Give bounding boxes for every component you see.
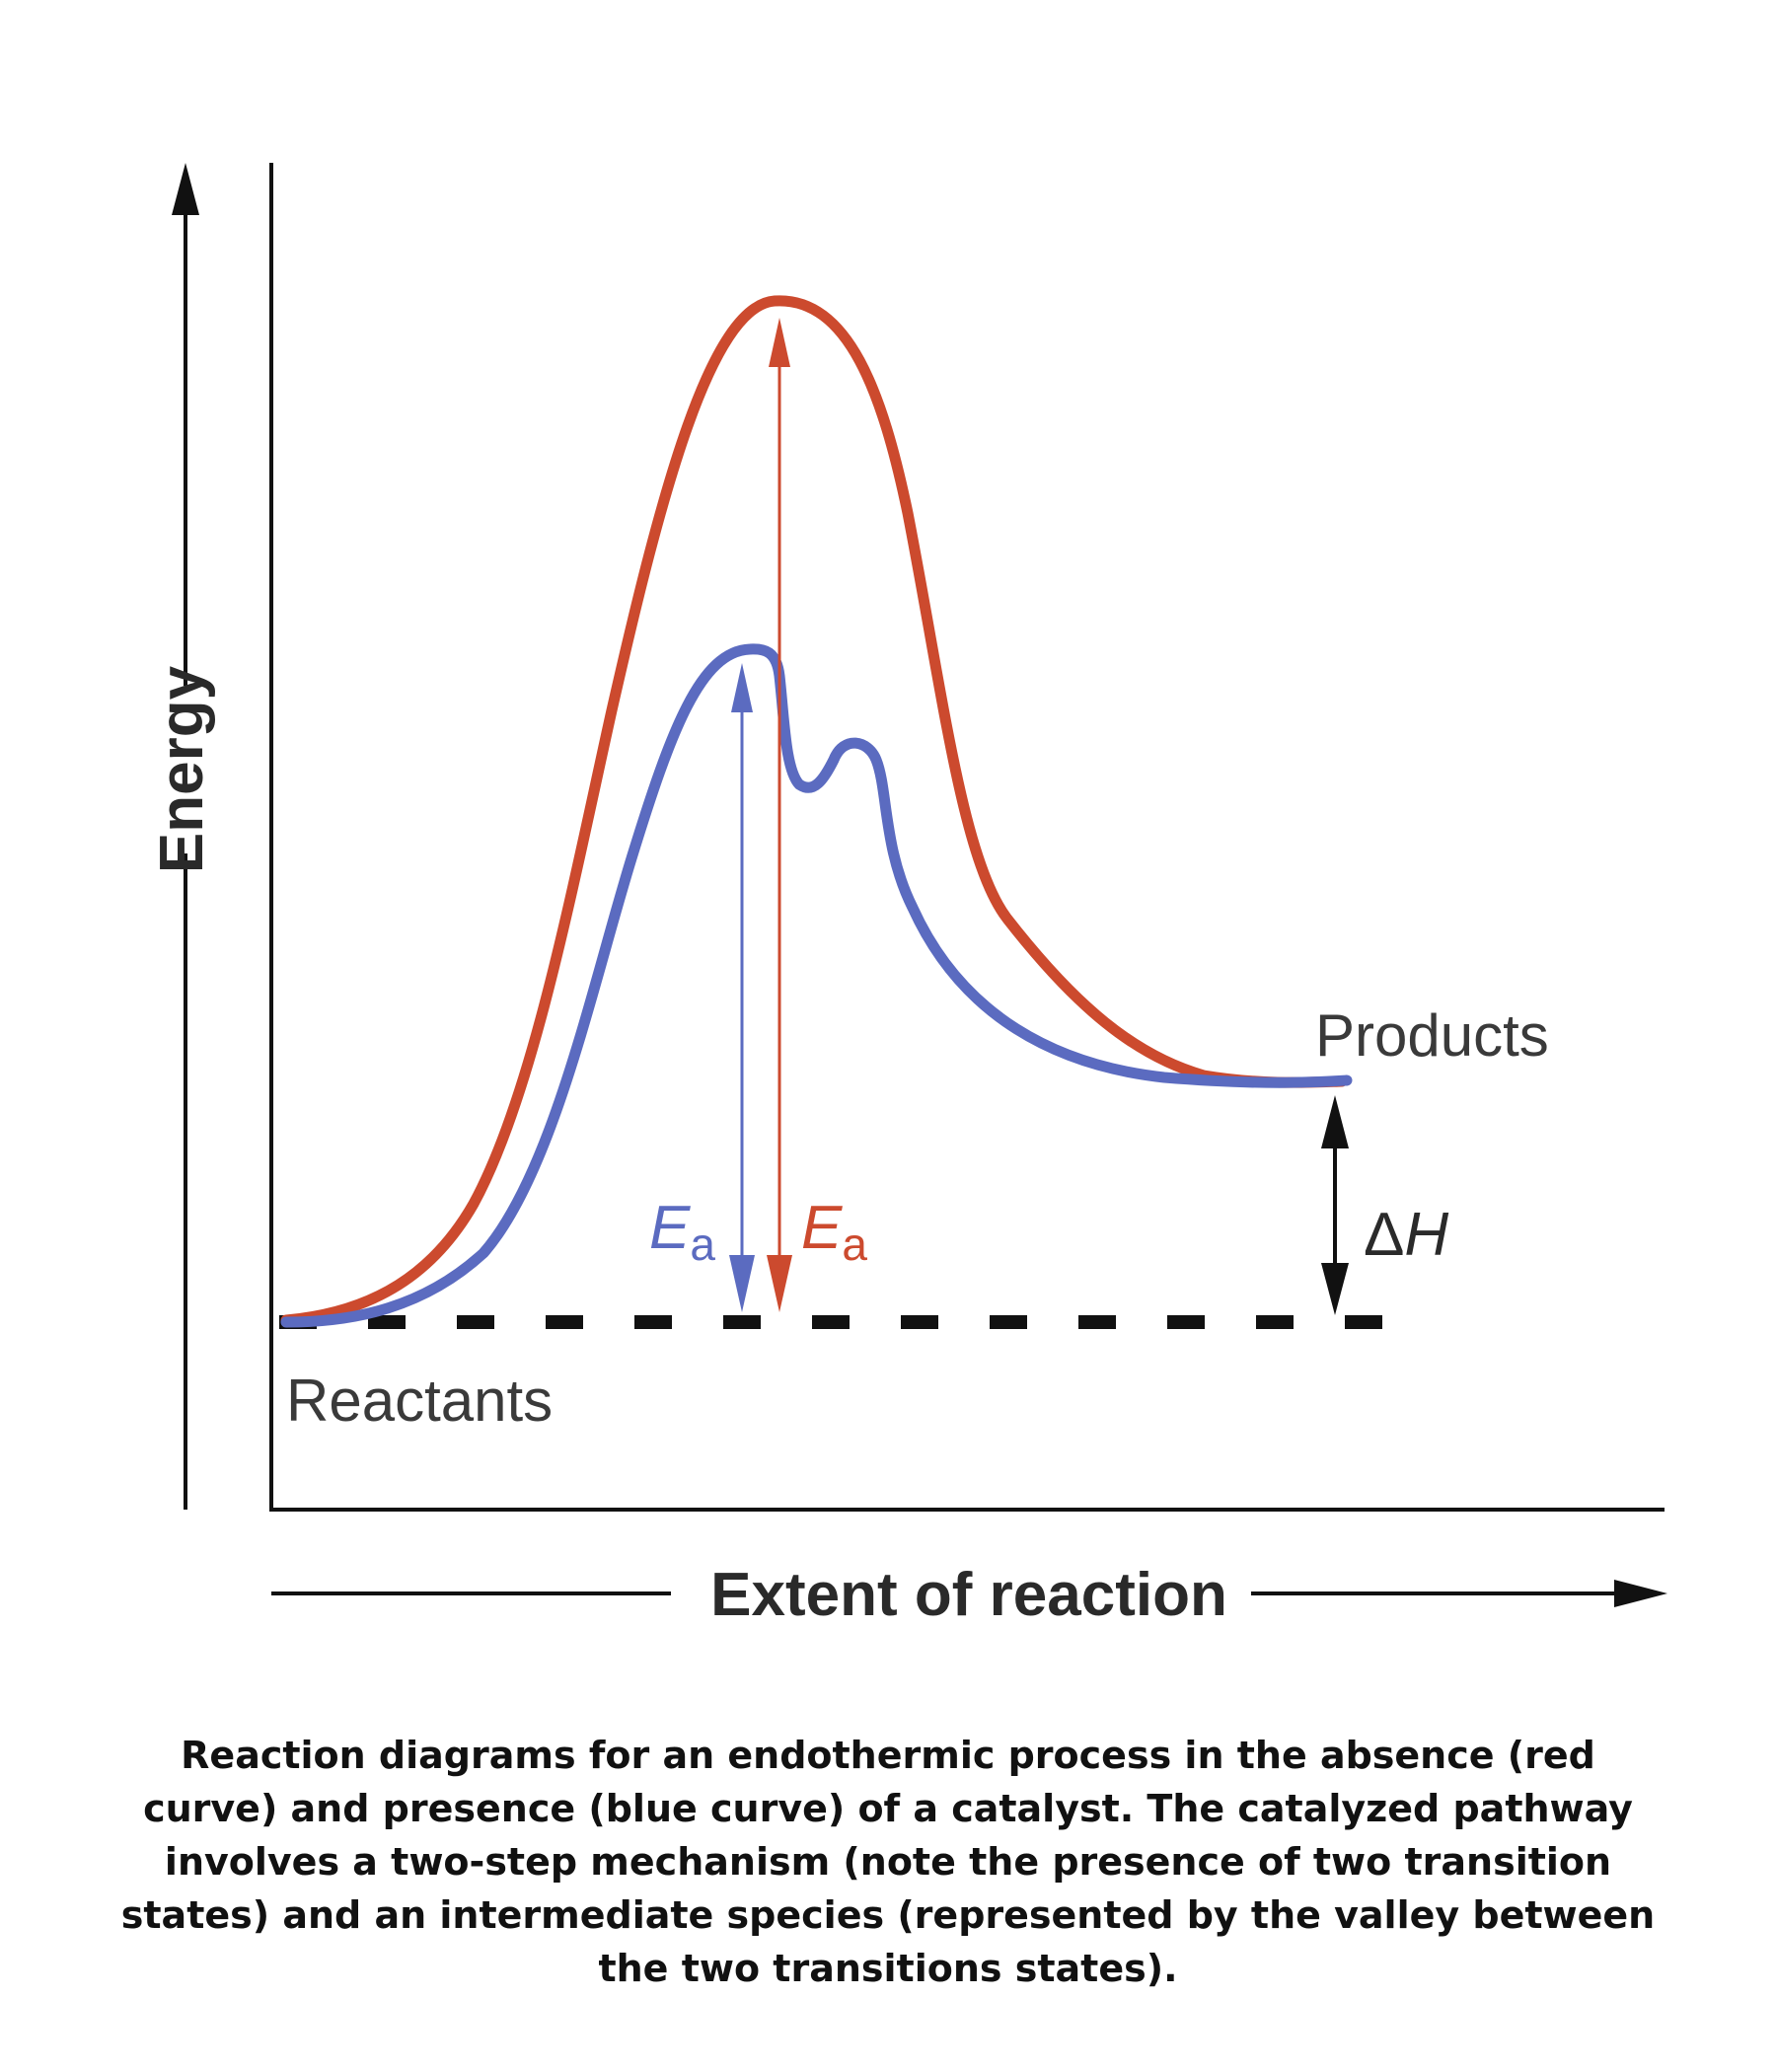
catalyzed-ea-label: Ea xyxy=(649,1194,715,1270)
catalyzed-ea-symbol: E xyxy=(649,1194,691,1262)
uncatalyzed-ea-arrow xyxy=(767,318,792,1312)
products-label: Products xyxy=(1315,1002,1549,1069)
energy-axis-label: Energy xyxy=(148,665,216,873)
reactants-label: Reactants xyxy=(286,1368,553,1434)
catalyzed-curve xyxy=(280,643,1353,1328)
catalyzed-ea-subscript: a xyxy=(690,1219,715,1270)
enthalpy-symbol: H xyxy=(1404,1201,1448,1269)
extent-axis-arrow xyxy=(271,1580,1667,1607)
enthalpy-label: ΔH xyxy=(1364,1201,1448,1269)
uncatalyzed-ea-subscript: a xyxy=(842,1219,867,1270)
enthalpy-change-arrow xyxy=(1321,1095,1349,1315)
uncatalyzed-ea-label: Ea xyxy=(801,1194,867,1270)
catalyzed-ea-arrow xyxy=(729,663,755,1312)
uncatalyzed-curve xyxy=(280,295,1348,1326)
extent-axis-label: Extent of reaction xyxy=(710,1561,1227,1629)
reaction-energy-diagram: Energy Extent of reaction Reactants Prod… xyxy=(148,163,1667,1629)
figure-caption: Reaction diagrams for an endothermic pro… xyxy=(120,1734,1656,1990)
energy-axis-arrow xyxy=(172,163,199,1510)
enthalpy-delta: Δ xyxy=(1364,1201,1404,1269)
uncatalyzed-ea-symbol: E xyxy=(801,1194,843,1262)
